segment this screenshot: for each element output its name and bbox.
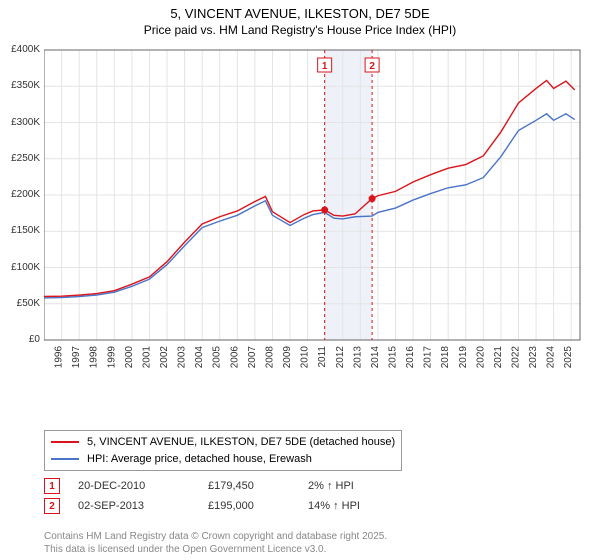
y-axis-label: £50K [17,298,40,309]
svg-text:2003: 2003 [177,346,188,369]
transaction-price: £179,450 [208,480,308,492]
svg-text:1996: 1996 [54,346,65,369]
svg-text:2004: 2004 [194,346,205,369]
svg-text:2005: 2005 [212,346,223,369]
y-axis-label: £400K [11,44,40,55]
legend-item: HPI: Average price, detached house, Erew… [51,451,395,468]
svg-text:1995: 1995 [44,346,47,369]
svg-text:2015: 2015 [387,346,398,369]
transaction-diff: 14% ↑ HPI [308,500,398,512]
svg-text:1: 1 [322,61,328,72]
svg-text:2018: 2018 [440,346,451,369]
svg-text:2024: 2024 [546,346,557,369]
svg-text:2: 2 [369,61,375,72]
svg-text:2022: 2022 [510,346,521,369]
transaction-marker: 2 [44,498,60,514]
legend-swatch [51,458,79,460]
plot-area: 1995 1996 1997 1998 1999 2000 2001 2002 2003 2004… [44,46,586,386]
line-chart-svg: 1995 1996 1997 1998 1999 2000 2001 2002 2003 2004… [44,46,586,386]
svg-text:2002: 2002 [159,346,170,369]
transaction-row: 1 20-DEC-2010£179,4502% ↑ HPI [44,476,398,496]
svg-text:1997: 1997 [71,346,82,369]
transaction-price: £195,000 [208,500,308,512]
chart-title-2: Price paid vs. HM Land Registry's House … [0,23,600,41]
svg-text:1999: 1999 [106,346,117,369]
chart-container: 5, VINCENT AVENUE, ILKESTON, DE7 5DE Pri… [0,0,600,560]
legend-swatch [51,441,79,443]
transaction-row: 2 02-SEP-2013£195,00014% ↑ HPI [44,496,398,516]
transaction-diff: 2% ↑ HPI [308,480,398,492]
svg-text:2019: 2019 [458,346,469,369]
svg-text:2023: 2023 [528,346,539,369]
chart-title-1: 5, VINCENT AVENUE, ILKESTON, DE7 5DE [0,0,600,23]
transaction-date: 02-SEP-2013 [78,500,208,512]
y-axis-label: £0 [29,334,40,345]
svg-text:2009: 2009 [282,346,293,369]
svg-text:2011: 2011 [317,346,328,368]
footer-line-2: This data is licensed under the Open Gov… [44,543,387,556]
svg-text:2007: 2007 [247,346,258,369]
y-axis-label: £150K [11,225,40,236]
svg-text:1998: 1998 [89,346,100,369]
svg-text:2010: 2010 [300,346,311,369]
footer-line-1: Contains HM Land Registry data © Crown c… [44,530,387,543]
footer-attribution: Contains HM Land Registry data © Crown c… [44,530,387,556]
svg-text:2021: 2021 [493,346,504,369]
svg-text:2006: 2006 [229,346,240,369]
y-axis-label: £250K [11,153,40,164]
transaction-marker: 1 [44,478,60,494]
svg-text:2025: 2025 [563,346,574,369]
svg-text:2001: 2001 [141,346,152,369]
svg-text:2017: 2017 [423,346,434,369]
svg-text:2020: 2020 [475,346,486,369]
legend: 5, VINCENT AVENUE, ILKESTON, DE7 5DE (de… [44,430,402,471]
svg-text:2008: 2008 [264,346,275,369]
transaction-date: 20-DEC-2010 [78,480,208,492]
svg-text:2012: 2012 [335,346,346,369]
legend-label: 5, VINCENT AVENUE, ILKESTON, DE7 5DE (de… [87,434,395,451]
svg-text:2000: 2000 [124,346,135,369]
y-axis-label: £350K [11,80,40,91]
legend-label: HPI: Average price, detached house, Erew… [87,451,312,468]
svg-text:2016: 2016 [405,346,416,369]
legend-item: 5, VINCENT AVENUE, ILKESTON, DE7 5DE (de… [51,434,395,451]
y-axis-label: £200K [11,189,40,200]
svg-text:2014: 2014 [370,346,381,369]
svg-text:2013: 2013 [352,346,363,369]
y-axis-label: £300K [11,117,40,128]
transaction-table: 1 20-DEC-2010£179,4502% ↑ HPI 2 02-SEP-2013… [44,476,398,516]
y-axis-label: £100K [11,262,40,273]
